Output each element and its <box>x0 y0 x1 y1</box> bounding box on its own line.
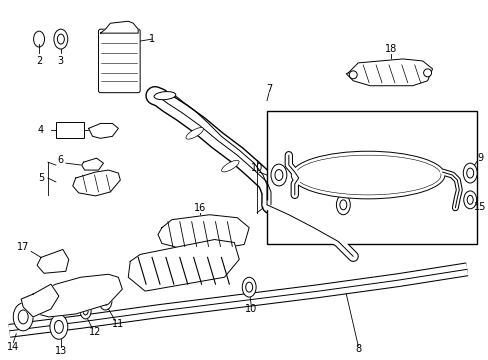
Text: 10: 10 <box>244 304 257 314</box>
Ellipse shape <box>54 320 63 333</box>
Ellipse shape <box>13 303 33 331</box>
Ellipse shape <box>270 164 286 186</box>
Text: 7: 7 <box>265 84 272 94</box>
Text: 10: 10 <box>250 163 263 173</box>
Ellipse shape <box>466 168 473 178</box>
Ellipse shape <box>339 200 346 210</box>
Polygon shape <box>88 123 118 138</box>
Ellipse shape <box>50 314 68 339</box>
Text: 8: 8 <box>354 344 361 354</box>
Bar <box>56 122 83 138</box>
Ellipse shape <box>57 34 64 44</box>
Ellipse shape <box>291 151 444 199</box>
Ellipse shape <box>154 91 176 100</box>
Text: 1: 1 <box>149 34 155 44</box>
Text: 6: 6 <box>58 155 64 165</box>
Polygon shape <box>37 249 69 273</box>
Text: 18: 18 <box>384 44 396 54</box>
Ellipse shape <box>102 297 108 306</box>
Ellipse shape <box>467 195 472 204</box>
Ellipse shape <box>462 163 476 183</box>
Polygon shape <box>346 59 432 86</box>
Text: 9: 9 <box>476 153 482 163</box>
Polygon shape <box>158 215 249 249</box>
Ellipse shape <box>274 170 282 180</box>
Text: 4: 4 <box>38 125 44 135</box>
FancyBboxPatch shape <box>98 29 140 93</box>
Polygon shape <box>21 284 59 317</box>
Ellipse shape <box>18 310 28 324</box>
Text: 12: 12 <box>89 327 102 337</box>
Text: 16: 16 <box>193 203 205 213</box>
Ellipse shape <box>80 303 91 319</box>
Polygon shape <box>101 21 138 33</box>
Ellipse shape <box>54 29 68 49</box>
Text: 2: 2 <box>36 56 42 66</box>
Text: 13: 13 <box>55 346 67 356</box>
Text: 15: 15 <box>473 202 486 212</box>
Ellipse shape <box>83 307 88 315</box>
Ellipse shape <box>99 292 112 310</box>
Polygon shape <box>128 239 239 291</box>
Ellipse shape <box>242 277 256 297</box>
Text: 17: 17 <box>17 243 29 252</box>
Bar <box>266 111 476 244</box>
Text: 5: 5 <box>38 173 44 183</box>
Polygon shape <box>81 158 103 170</box>
Ellipse shape <box>221 160 239 172</box>
Ellipse shape <box>295 155 440 195</box>
Polygon shape <box>73 170 120 196</box>
Ellipse shape <box>348 71 357 79</box>
Ellipse shape <box>423 69 431 77</box>
Text: 11: 11 <box>112 319 124 329</box>
Text: 3: 3 <box>58 56 64 66</box>
Ellipse shape <box>336 195 349 215</box>
Polygon shape <box>21 274 122 317</box>
Ellipse shape <box>245 282 252 292</box>
Ellipse shape <box>185 127 203 139</box>
Text: 14: 14 <box>7 342 20 352</box>
Ellipse shape <box>463 191 476 209</box>
